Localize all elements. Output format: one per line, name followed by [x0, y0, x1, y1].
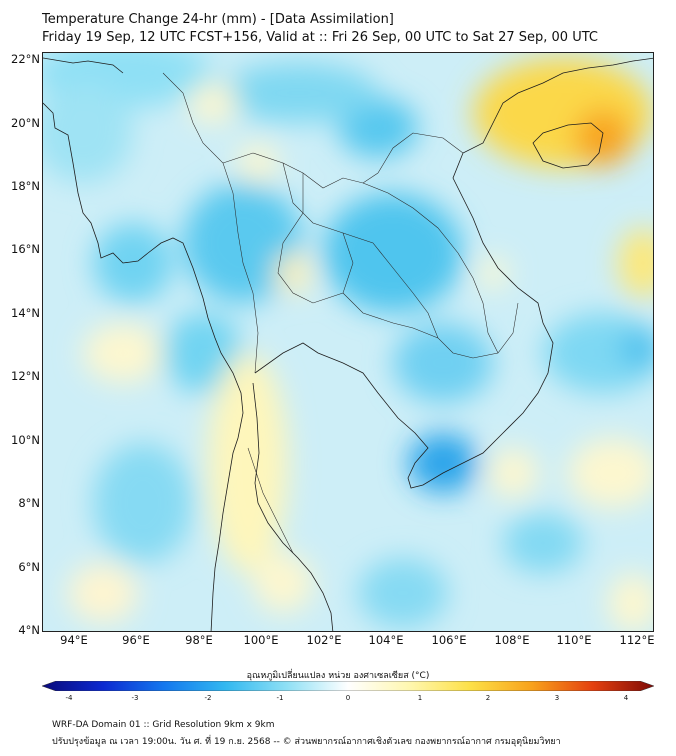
lat-label: 22°N [11, 52, 40, 66]
lon-label: 100°E [243, 633, 279, 647]
footer-model-info: WRF-DA Domain 01 :: Grid Resolution 9km … [52, 720, 275, 730]
colorbar-tick-label: -4 [65, 694, 73, 702]
temperature-field [43, 53, 653, 631]
colorbar-tick-label: -3 [131, 694, 139, 702]
lat-label: 8°N [18, 496, 40, 510]
lat-label: 18°N [11, 179, 40, 193]
lat-label: 20°N [11, 116, 40, 130]
colorbar-tick-label: 3 [554, 694, 560, 702]
colorbar-title: อุณหภูมิเปลี่ยนแปลง หน่วย องศาเซลเซียส (… [246, 671, 430, 681]
colorbar-tick-label: 1 [417, 694, 423, 702]
colorbar-tick-label: 2 [485, 694, 491, 702]
lon-label: 98°E [185, 633, 213, 647]
lat-label: 4°N [18, 623, 40, 637]
lon-label: 106°E [431, 633, 467, 647]
lat-label: 12°N [11, 369, 40, 383]
colorbar-tick-label: -2 [204, 694, 212, 702]
map-panel[interactable] [42, 52, 654, 632]
colorbar-tick-label: 4 [623, 694, 629, 702]
colorbar-bar [42, 681, 654, 691]
footer-credit: ปรับปรุงข้อมูล ณ เวลา 19:00น. วัน ศ. ที่… [52, 737, 561, 747]
borders [162, 72, 519, 554]
chart-title: Temperature Change 24-hr (mm) - [Data As… [42, 12, 394, 27]
lat-label: 6°N [18, 560, 40, 574]
colorbar-tick-label: -1 [276, 694, 284, 702]
temperature-map [43, 53, 653, 631]
lat-label: 14°N [11, 306, 40, 320]
lon-label: 112°E [619, 633, 655, 647]
lon-label: 94°E [60, 633, 88, 647]
lon-label: 104°E [368, 633, 404, 647]
lon-label: 110°E [556, 633, 592, 647]
lon-label: 102°E [306, 633, 342, 647]
coastlines [43, 57, 653, 631]
lon-label: 108°E [494, 633, 530, 647]
colorbar [42, 681, 654, 691]
lat-label: 10°N [11, 433, 40, 447]
colorbar-tick-label: 0 [345, 694, 351, 702]
lat-label: 16°N [11, 242, 40, 256]
chart-subtitle: Friday 19 Sep, 12 UTC FCST+156, Valid at… [42, 30, 598, 45]
lon-label: 96°E [122, 633, 150, 647]
